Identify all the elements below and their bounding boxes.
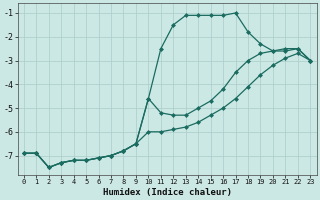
X-axis label: Humidex (Indice chaleur): Humidex (Indice chaleur) <box>103 188 232 197</box>
